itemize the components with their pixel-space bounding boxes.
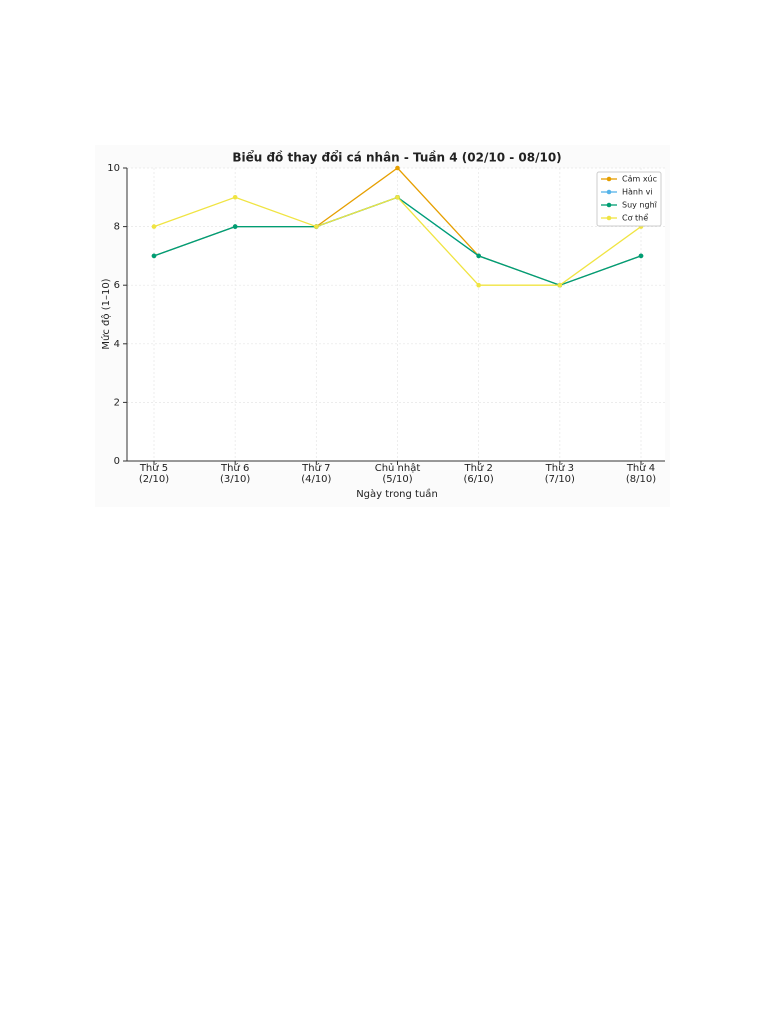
legend-label: Hành vi <box>622 188 653 197</box>
data-point <box>232 224 238 229</box>
data-point <box>557 282 563 288</box>
legend-marker <box>606 189 612 195</box>
x-tick-label: Thứ 4 (8/10) <box>625 463 657 485</box>
x-tick-label: Chủ nhật (5/10) <box>374 463 421 485</box>
data-point <box>395 195 400 200</box>
x-tick-label: Thứ 7 (4/10) <box>301 463 332 485</box>
x-tick-label: Thứ 2 (6/10) <box>463 463 494 485</box>
legend-label: Cảm xúc <box>622 174 657 184</box>
data-point <box>151 253 157 259</box>
legend-marker <box>606 176 612 182</box>
y-tick-label: 8 <box>114 222 120 233</box>
y-tick-label: 2 <box>114 397 120 408</box>
data-point <box>314 224 319 229</box>
legend-marker <box>606 202 612 208</box>
x-tick-label: Thứ 6 (3/10) <box>220 463 251 485</box>
data-point <box>151 224 157 229</box>
y-tick-label: 6 <box>114 280 120 291</box>
y-tick-label: 4 <box>114 339 120 350</box>
chart-title: Biểu đồ thay đổi cá nhân - Tuần 4 (02/10… <box>232 150 561 165</box>
data-point <box>638 253 644 259</box>
data-point <box>232 195 238 200</box>
y-tick-label: 10 <box>107 163 120 174</box>
legend-marker <box>606 215 612 221</box>
legend-box <box>596 171 662 227</box>
plot-area <box>127 168 665 461</box>
legend-label: Cơ thể <box>622 213 648 223</box>
legend-label: Suy nghĩ <box>622 201 658 210</box>
y-tick-label: 0 <box>114 456 120 467</box>
data-point <box>476 282 481 288</box>
x-tick-label: Thứ 3 (7/10) <box>544 463 575 485</box>
y-axis-label: Mức độ (1–10) <box>100 278 112 349</box>
x-axis-label: Ngày trong tuần <box>356 488 438 500</box>
x-tick-label: Thứ 5 (2/10) <box>138 463 170 485</box>
data-point <box>476 253 481 259</box>
data-point <box>395 165 400 171</box>
